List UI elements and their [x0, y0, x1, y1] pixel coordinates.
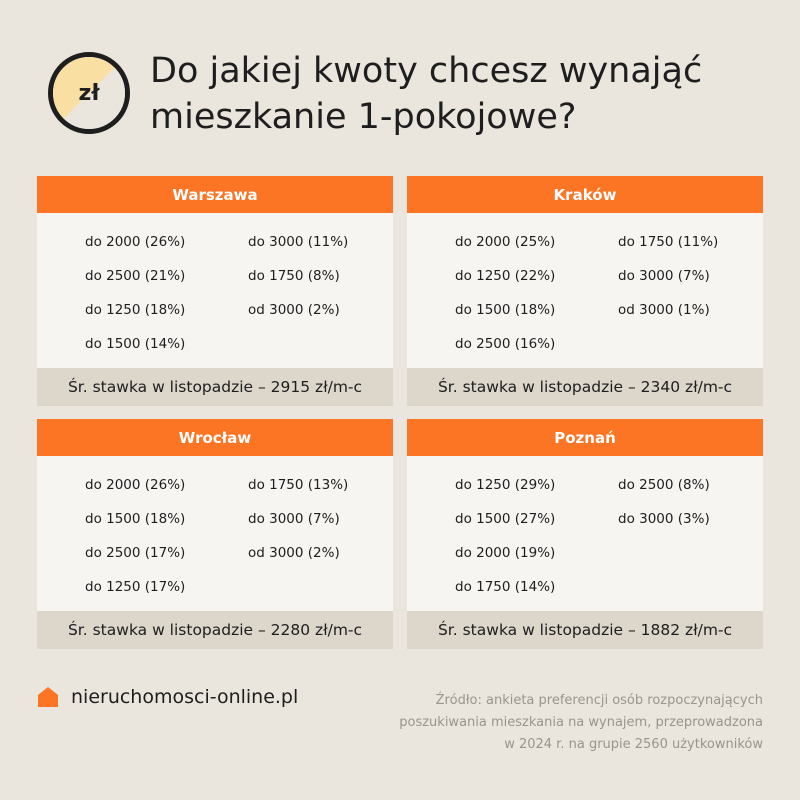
- average-rate: Śr. stawka w listopadzie – 2280 zł/m-c: [37, 611, 393, 649]
- title-line-1: Do jakiej kwoty chcesz wynająć: [150, 51, 703, 91]
- list-item: do 3000 (7%): [618, 268, 710, 284]
- list-item: od 3000 (2%): [248, 545, 340, 561]
- source-line-2: poszukiwania mieszkania na wynajem, prze…: [399, 715, 763, 730]
- list-item: do 1750 (14%): [455, 579, 556, 595]
- card-title: Kraków: [407, 176, 763, 213]
- list-item: do 1250 (22%): [455, 268, 556, 284]
- list-item-empty: [618, 544, 758, 578]
- list-item: do 2000 (25%): [455, 234, 556, 250]
- list-item: do 1750 (8%): [248, 268, 340, 284]
- list-item: do 1750 (13%): [248, 477, 349, 493]
- card-body: do 2000 (25%) do 1750 (11%) do 1250 (22%…: [407, 213, 763, 368]
- city-card-wroclaw: Wrocław do 2000 (26%) do 1750 (13%) do 1…: [37, 419, 393, 649]
- source-line-1: Źródło: ankieta preferencji osób rozpocz…: [435, 693, 763, 708]
- source-line-3: w 2024 r. na grupie 2560 użytkowników: [504, 737, 763, 752]
- list-item: do 1750 (11%): [618, 234, 719, 250]
- list-item: do 1250 (17%): [85, 579, 186, 595]
- zloty-badge-icon: zł: [48, 52, 130, 134]
- city-card-warszawa: Warszawa do 2000 (26%) do 3000 (11%) do …: [37, 176, 393, 406]
- city-card-krakow: Kraków do 2000 (25%) do 1750 (11%) do 12…: [407, 176, 763, 406]
- card-title: Warszawa: [37, 176, 393, 213]
- list-item: do 1500 (18%): [85, 511, 186, 527]
- list-item: do 2500 (16%): [455, 336, 556, 352]
- list-item: do 3000 (11%): [248, 234, 349, 250]
- city-card-poznan: Poznań do 1250 (29%) do 2500 (8%) do 150…: [407, 419, 763, 649]
- list-item: do 2000 (26%): [85, 477, 186, 493]
- page-title: Do jakiej kwoty chcesz wynająć mieszkani…: [150, 48, 770, 140]
- list-item: do 1500 (18%): [455, 302, 556, 318]
- list-item: do 1500 (14%): [85, 336, 186, 352]
- title-line-2: mieszkanie 1-pokojowe?: [150, 97, 577, 137]
- average-rate: Śr. stawka w listopadzie – 2340 zł/m-c: [407, 368, 763, 406]
- price-list: do 2000 (25%) do 1750 (11%) do 1250 (22%…: [455, 233, 763, 369]
- price-list: do 2000 (26%) do 1750 (13%) do 1500 (18%…: [85, 476, 393, 612]
- card-title: Poznań: [407, 419, 763, 456]
- average-rate: Śr. stawka w listopadzie – 2915 zł/m-c: [37, 368, 393, 406]
- card-body: do 2000 (26%) do 3000 (11%) do 2500 (21%…: [37, 213, 393, 368]
- source-note: Źródło: ankieta preferencji osób rozpocz…: [383, 690, 763, 756]
- list-item: do 1500 (27%): [455, 511, 556, 527]
- brand-logo[interactable]: nieruchomosci-online.pl: [37, 684, 298, 710]
- list-item: do 2500 (21%): [85, 268, 186, 284]
- list-item: do 3000 (7%): [248, 511, 340, 527]
- list-item: do 3000 (3%): [618, 511, 710, 527]
- card-body: do 2000 (26%) do 1750 (13%) do 1500 (18%…: [37, 456, 393, 611]
- list-item: do 1250 (29%): [455, 477, 556, 493]
- list-item: do 2000 (26%): [85, 234, 186, 250]
- list-item: do 2500 (17%): [85, 545, 186, 561]
- list-item: do 2000 (19%): [455, 545, 556, 561]
- card-title: Wrocław: [37, 419, 393, 456]
- header: zł Do jakiej kwoty chcesz wynająć mieszk…: [48, 51, 768, 148]
- house-icon: [38, 687, 58, 707]
- card-body: do 1250 (29%) do 2500 (8%) do 1500 (27%)…: [407, 456, 763, 611]
- list-item: do 2500 (8%): [618, 477, 710, 493]
- average-rate: Śr. stawka w listopadzie – 1882 zł/m-c: [407, 611, 763, 649]
- list-item: od 3000 (2%): [248, 302, 340, 318]
- site-name: nieruchomosci-online.pl: [71, 686, 299, 708]
- list-item: od 3000 (1%): [618, 302, 710, 318]
- list-item: do 1250 (18%): [85, 302, 186, 318]
- price-list: do 2000 (26%) do 3000 (11%) do 2500 (21%…: [85, 233, 393, 369]
- badge-label: zł: [78, 80, 100, 106]
- price-list: do 1250 (29%) do 2500 (8%) do 1500 (27%)…: [455, 476, 763, 612]
